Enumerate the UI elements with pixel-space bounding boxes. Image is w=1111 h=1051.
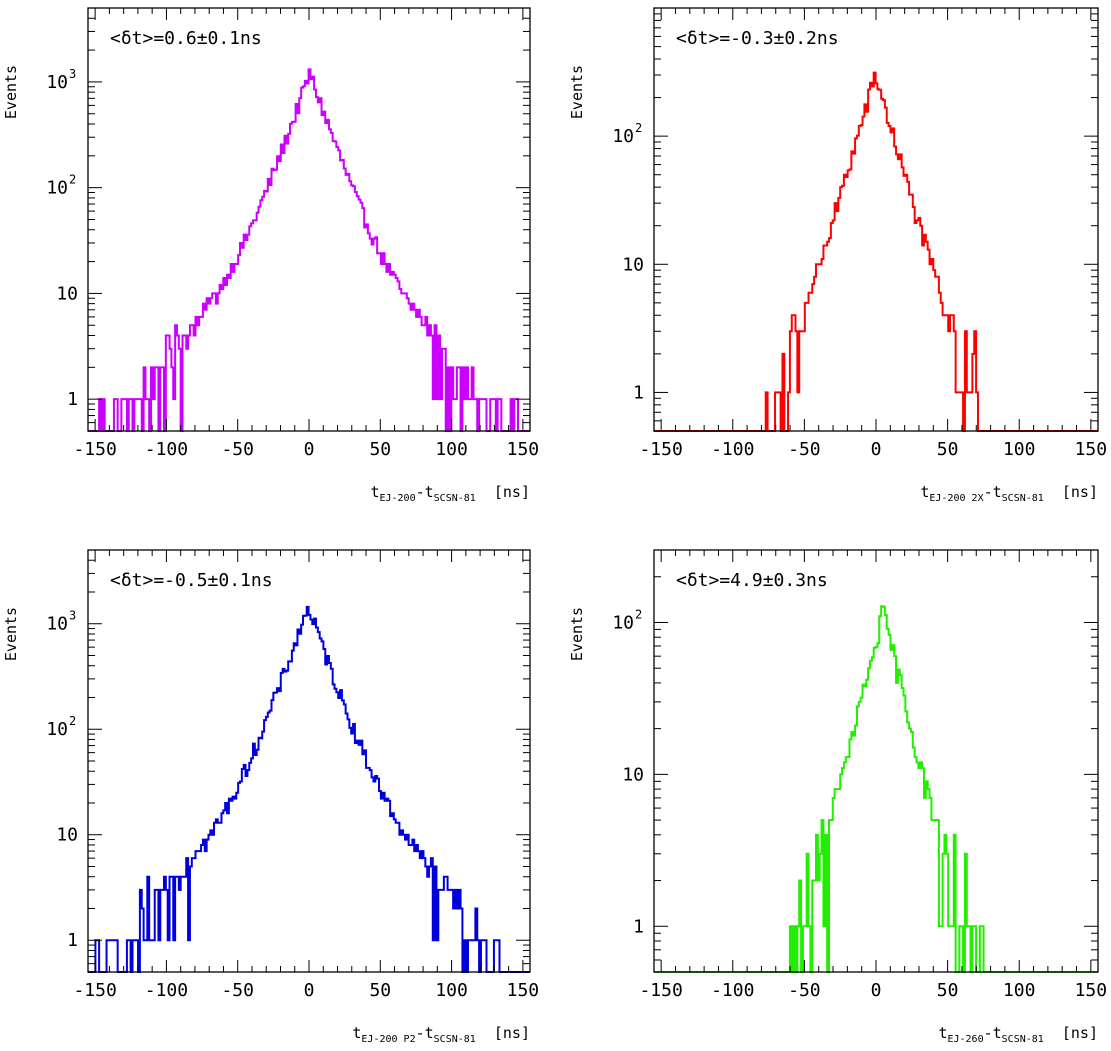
y-axis-title: Events: [2, 607, 20, 661]
x-axis-title-subscript: EJ-200: [379, 493, 415, 504]
y-tick-exponent: 3: [69, 67, 76, 81]
x-axis-title-part: t: [352, 1024, 361, 1042]
x-tick-label: -50: [788, 980, 821, 1001]
histogram-line: [88, 68, 530, 432]
y-tick-label: 1: [633, 916, 644, 937]
x-axis-title-part: -t: [984, 483, 1002, 501]
x-tick-label: 150: [1075, 439, 1108, 460]
y-tick-label: 1: [67, 389, 78, 410]
mean-offset-annotation: <δt>=-0.3±0.2ns: [676, 28, 839, 49]
x-tick-label: -50: [788, 439, 821, 460]
x-axis-title-part: t: [370, 483, 379, 501]
y-tick-label: 10: [56, 825, 78, 846]
x-tick-label: 0: [304, 439, 315, 460]
y-tick-label: 10: [622, 764, 644, 785]
histogram-line: [654, 605, 1098, 973]
x-tick-label: -150: [73, 439, 116, 460]
y-tick-label: 1: [633, 382, 644, 403]
x-tick-label: -100: [145, 980, 188, 1001]
x-axis-title: tEJ-200 P2-tSCSN-81 [ns]: [352, 1024, 530, 1045]
x-tick-label: 100: [435, 980, 468, 1001]
x-axis-title-part: -t: [416, 483, 434, 501]
y-tick-label: 10: [612, 612, 634, 633]
x-tick-label: -100: [711, 439, 754, 460]
x-axis-title-subscript: EJ-260: [947, 1034, 983, 1045]
x-axis-title-subscript: SCSN-81: [434, 1034, 476, 1045]
x-axis-title: tEJ-200 2X-tSCSN-81 [ns]: [920, 483, 1098, 504]
y-tick-label: 10: [612, 126, 634, 147]
x-axis-title-subscript: SCSN-81: [1002, 493, 1044, 504]
x-tick-label: -100: [711, 980, 754, 1001]
x-tick-label: 150: [507, 980, 540, 1001]
y-axis-title: Events: [568, 65, 586, 119]
x-tick-label: -150: [73, 980, 116, 1001]
y-tick-exponent: 2: [635, 607, 642, 621]
histogram-line: [654, 71, 1098, 432]
x-tick-label: 50: [937, 980, 959, 1001]
y-tick-label: 10: [622, 254, 644, 275]
x-tick-label: 100: [1003, 439, 1036, 460]
y-tick-exponent: 2: [69, 173, 76, 187]
x-axis-title-part: [ns]: [1044, 1024, 1098, 1042]
x-tick-label: -50: [221, 980, 254, 1001]
y-axis-title: Events: [568, 607, 586, 661]
x-axis-title-subscript: SCSN-81: [434, 493, 476, 504]
x-tick-label: 0: [871, 980, 882, 1001]
x-tick-label: 50: [937, 439, 959, 460]
x-tick-label: 50: [369, 439, 391, 460]
x-axis-title-subscript: EJ-200 2X: [929, 493, 983, 504]
y-tick-exponent: 2: [69, 714, 76, 728]
x-tick-label: -150: [639, 980, 682, 1001]
mean-offset-annotation: <δt>=-0.5±0.1ns: [110, 570, 273, 591]
x-axis-title: tEJ-260-tSCSN-81 [ns]: [938, 1024, 1098, 1045]
x-tick-label: -100: [145, 439, 188, 460]
y-tick-label: 10: [46, 72, 68, 93]
plot-frame: [653, 549, 1099, 973]
x-axis-title-part: [ns]: [1044, 483, 1098, 501]
y-tick-exponent: 2: [635, 121, 642, 135]
y-tick-label: 10: [56, 283, 78, 304]
x-tick-label: 100: [435, 439, 468, 460]
x-axis-title-subscript: EJ-200 P2: [361, 1034, 415, 1045]
x-tick-label: 100: [1003, 980, 1036, 1001]
x-tick-label: 150: [1075, 980, 1108, 1001]
x-axis-title-part: [ns]: [476, 483, 530, 501]
plot-frame: [653, 7, 1099, 432]
x-axis-title: tEJ-200-tSCSN-81 [ns]: [370, 483, 530, 504]
y-tick-label: 10: [46, 178, 68, 199]
mean-offset-annotation: <δt>=0.6±0.1ns: [110, 28, 262, 49]
y-tick-label: 10: [46, 719, 68, 740]
y-tick-label: 1: [67, 930, 78, 951]
x-axis-title-part: t: [938, 1024, 947, 1042]
x-axis-title-part: [ns]: [476, 1024, 530, 1042]
x-axis-title-part: -t: [416, 1024, 434, 1042]
x-tick-label: -50: [221, 439, 254, 460]
x-tick-label: -150: [639, 439, 682, 460]
x-tick-label: 0: [871, 439, 882, 460]
y-axis-title: Events: [2, 65, 20, 119]
mean-offset-annotation: <δt>=4.9±0.3ns: [676, 570, 828, 591]
x-tick-label: 150: [507, 439, 540, 460]
y-tick-label: 10: [46, 614, 68, 635]
x-axis-title-part: -t: [984, 1024, 1002, 1042]
x-tick-label: 0: [304, 980, 315, 1001]
x-tick-label: 50: [369, 980, 391, 1001]
y-tick-exponent: 3: [69, 609, 76, 623]
x-axis-title-subscript: SCSN-81: [1002, 1034, 1044, 1045]
histogram-line: [88, 605, 530, 973]
x-axis-title-part: t: [920, 483, 929, 501]
